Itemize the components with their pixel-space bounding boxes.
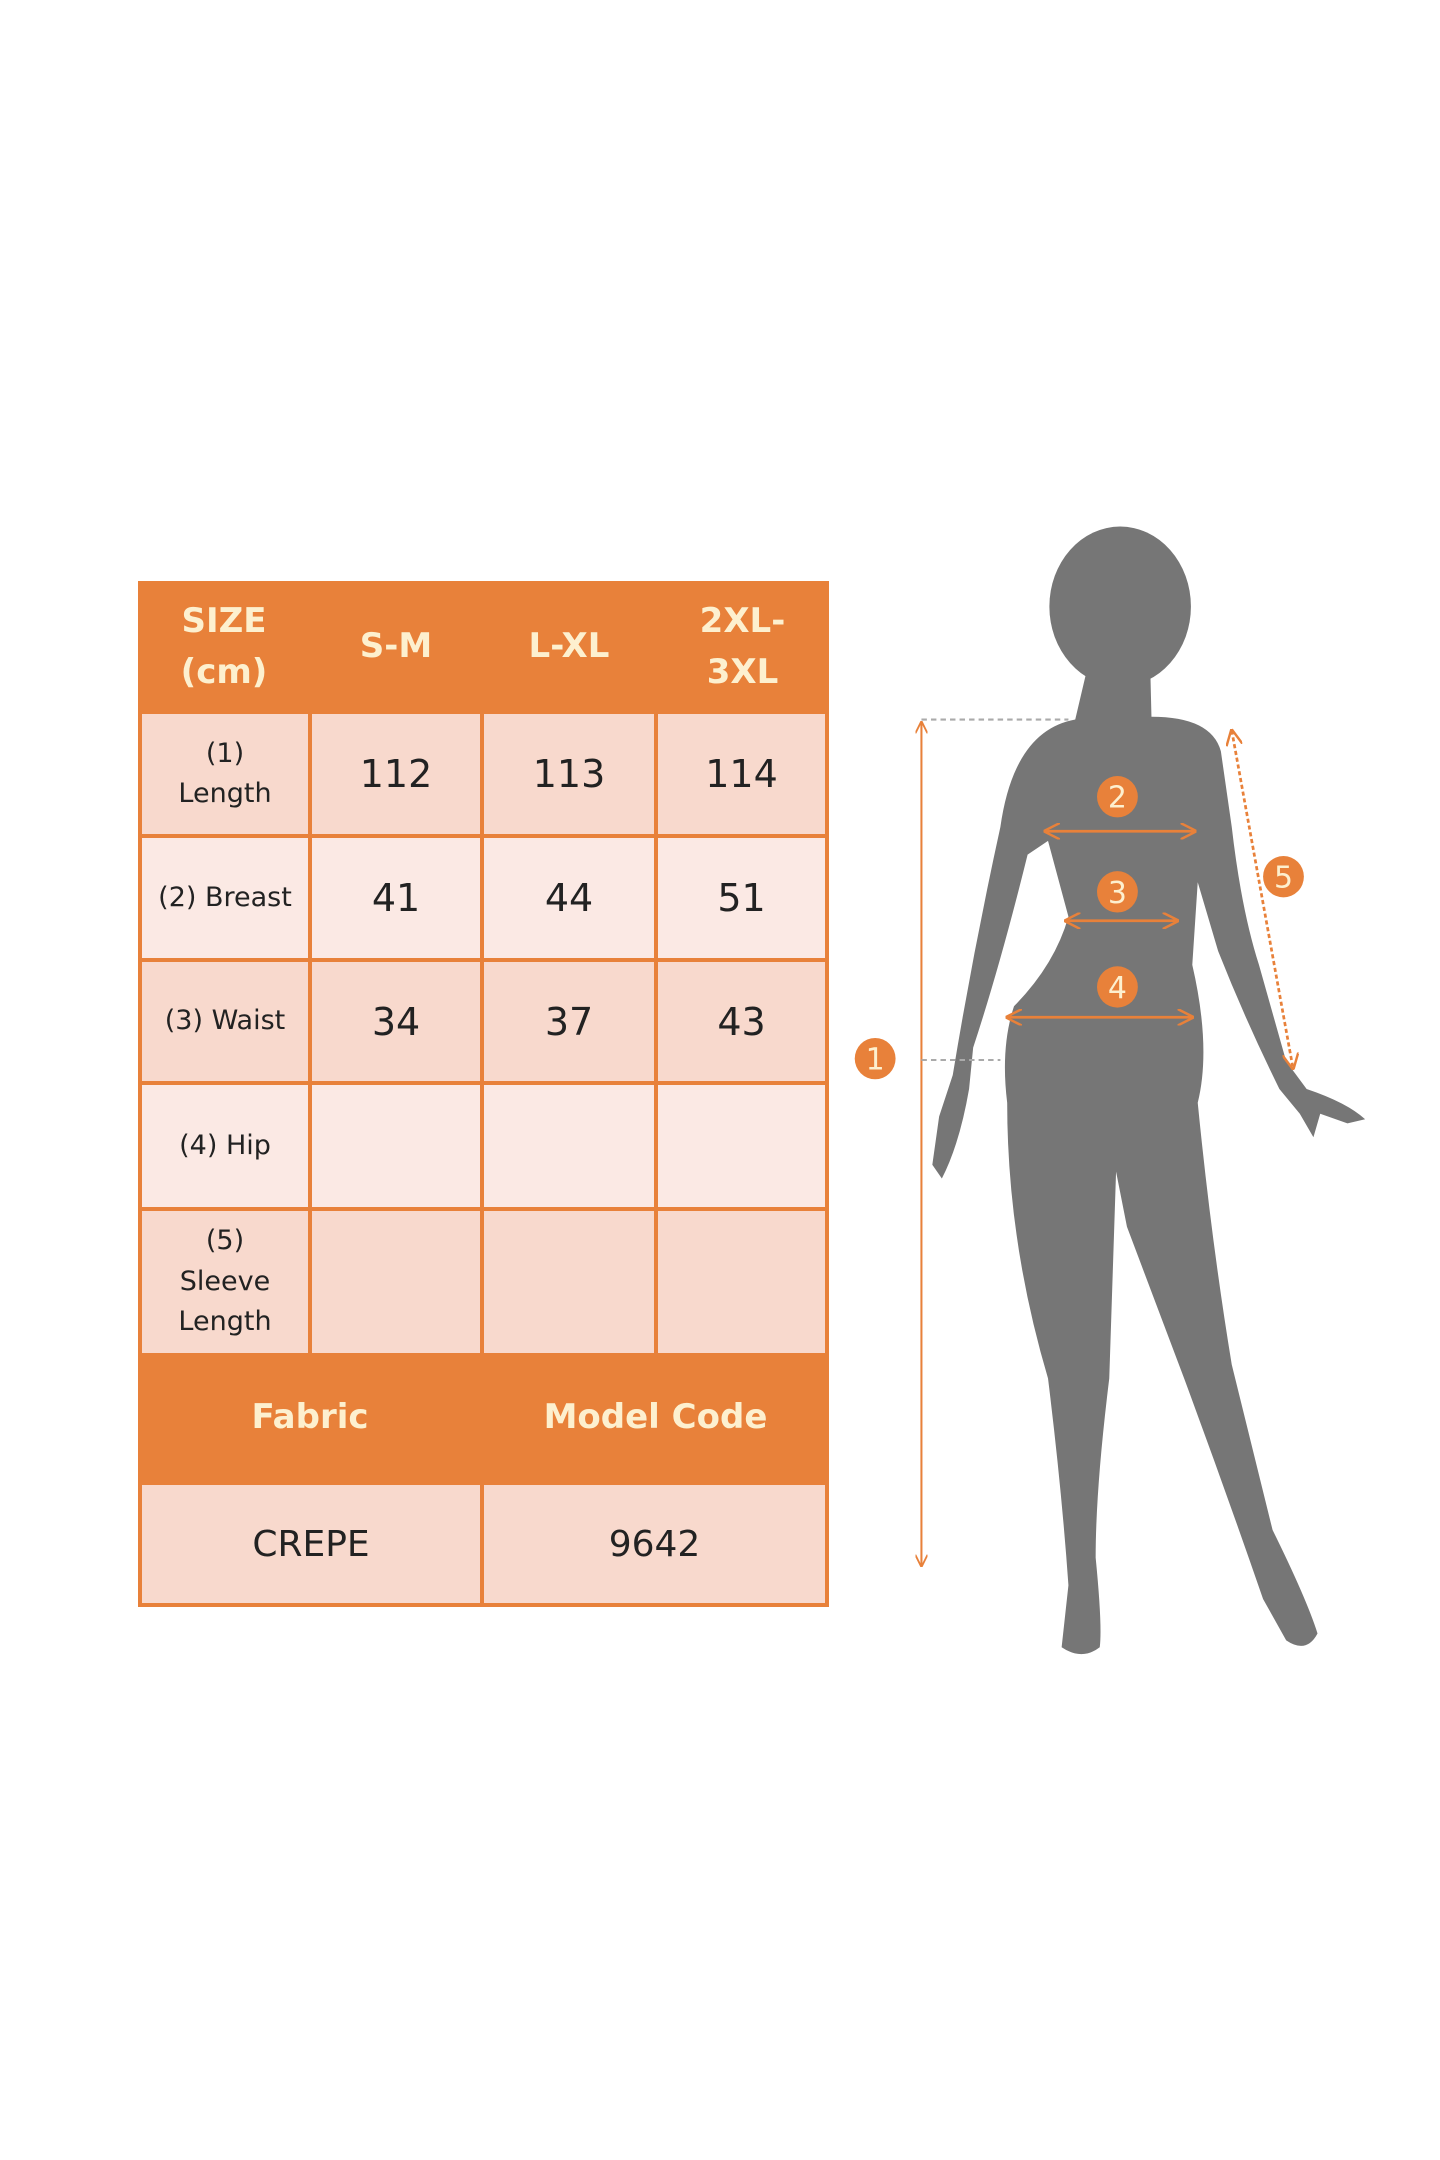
row-label-text: (4) Hip bbox=[179, 1129, 271, 1161]
length-measure-line bbox=[921, 718, 1069, 1566]
cell-length-l-xl: 113 bbox=[484, 714, 654, 834]
row-label-text: Sleeve bbox=[179, 1265, 271, 1297]
row-label-text: Length bbox=[178, 1306, 272, 1338]
header-text: SIZE bbox=[181, 600, 267, 641]
sleeve-measure-arrow bbox=[1232, 731, 1293, 1069]
cell-breast-s-m: 41 bbox=[312, 838, 480, 958]
row-label-waist: (3) Waist bbox=[142, 962, 308, 1081]
row-label-text: (1) bbox=[205, 737, 245, 769]
header-2xl-3xl: 2XL-3XL bbox=[656, 581, 829, 712]
cell-sleeve-2xl-3xl bbox=[658, 1211, 825, 1353]
svg-text:4: 4 bbox=[1108, 971, 1127, 1006]
marker-5-badge: 5 bbox=[1263, 856, 1304, 898]
cell-breast-2xl-3xl: 51 bbox=[658, 838, 825, 958]
header-size-cm: SIZE (cm) bbox=[138, 581, 310, 712]
marker-4-badge: 4 bbox=[1097, 966, 1138, 1008]
header-text: (cm) bbox=[180, 651, 268, 692]
cell-waist-s-m: 34 bbox=[312, 962, 480, 1081]
svg-text:3: 3 bbox=[1108, 876, 1127, 911]
size-chart-table: SIZE (cm) S-M L-XL 2XL-3XL (1) Length 11… bbox=[138, 581, 829, 1607]
header-l-xl: L-XL bbox=[482, 581, 656, 712]
fabric-value: CREPE bbox=[142, 1485, 480, 1603]
cell-length-2xl-3xl: 114 bbox=[658, 714, 825, 834]
row-label-length: (1) Length bbox=[142, 714, 308, 834]
cell-hip-s-m bbox=[312, 1085, 480, 1207]
cell-length-s-m: 112 bbox=[312, 714, 480, 834]
row-label-text: (2) Breast bbox=[158, 881, 292, 913]
header-fabric: Fabric bbox=[251, 1397, 369, 1437]
row-label-breast: (2) Breast bbox=[142, 838, 308, 958]
header-model-code: Model Code bbox=[543, 1397, 768, 1437]
svg-text:2: 2 bbox=[1108, 781, 1127, 816]
cell-waist-l-xl: 37 bbox=[484, 962, 654, 1081]
header-text: L-XL bbox=[528, 626, 610, 666]
silhouette-icon bbox=[932, 526, 1366, 1655]
header-text: 2XL-3XL bbox=[699, 600, 786, 692]
cell-breast-l-xl: 44 bbox=[484, 838, 654, 958]
row-label-text: (5) bbox=[205, 1225, 245, 1257]
row-label-text: (3) Waist bbox=[164, 1005, 286, 1037]
marker-2-badge: 2 bbox=[1097, 776, 1138, 818]
cell-sleeve-s-m bbox=[312, 1211, 480, 1353]
cell-sleeve-l-xl bbox=[484, 1211, 654, 1353]
cell-hip-l-xl bbox=[484, 1085, 654, 1207]
row-label-text: Length bbox=[178, 778, 272, 809]
marker-3-badge: 3 bbox=[1097, 871, 1138, 913]
marker-1-badge: 1 bbox=[854, 1037, 896, 1080]
header-s-m: S-M bbox=[310, 581, 482, 712]
svg-text:5: 5 bbox=[1274, 861, 1293, 896]
cell-hip-2xl-3xl bbox=[658, 1085, 825, 1207]
header-text: S-M bbox=[359, 626, 433, 666]
svg-text:1: 1 bbox=[866, 1042, 885, 1077]
cell-waist-2xl-3xl: 43 bbox=[658, 962, 825, 1081]
row-label-sleeve-length: (5) Sleeve Length bbox=[142, 1211, 308, 1353]
model-code-value: 9642 bbox=[484, 1485, 825, 1603]
row-label-hip: (4) Hip bbox=[142, 1085, 308, 1207]
